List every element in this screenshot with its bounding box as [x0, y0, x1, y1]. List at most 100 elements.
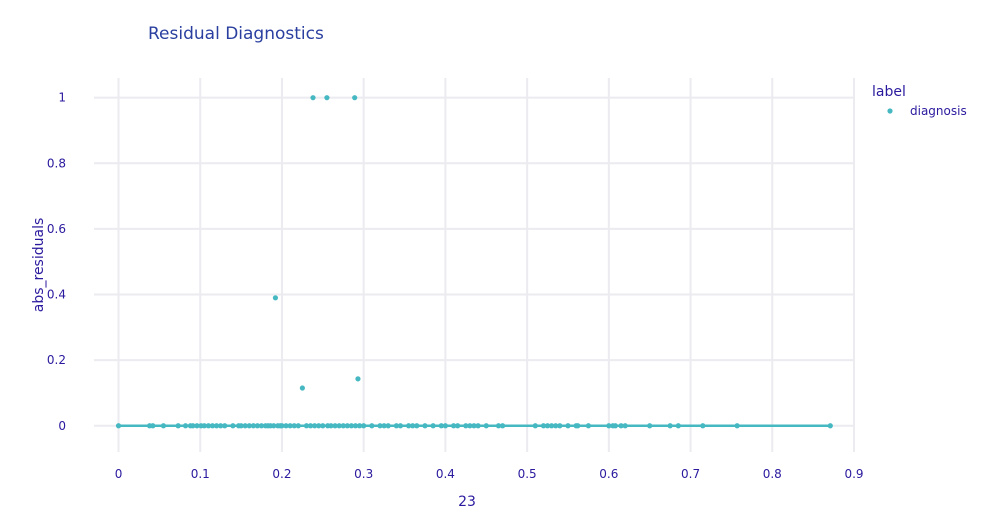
scatter-point[interactable]	[467, 423, 473, 429]
scatter-point[interactable]	[307, 423, 314, 429]
scatter-point[interactable]	[393, 423, 399, 429]
scatter-point[interactable]	[160, 423, 167, 429]
scatter-point[interactable]	[242, 423, 248, 429]
scatter-point[interactable]	[675, 423, 681, 429]
scatter-point[interactable]	[410, 423, 416, 429]
scatter-point[interactable]	[369, 423, 375, 429]
scatter-point[interactable]	[310, 95, 316, 101]
scatter-point[interactable]	[471, 423, 477, 429]
scatter-point[interactable]	[320, 423, 326, 429]
scatter-point[interactable]	[332, 423, 338, 429]
scatter-point[interactable]	[328, 423, 334, 429]
legend-item-diagnosis[interactable]: diagnosis	[887, 104, 967, 118]
scatter-point[interactable]	[209, 423, 216, 429]
scatter-point[interactable]	[463, 423, 469, 429]
x-tick-label: 0.2	[272, 467, 291, 481]
scatter-point[interactable]	[287, 423, 293, 429]
scatter-point[interactable]	[299, 385, 305, 391]
scatter-point[interactable]	[549, 423, 555, 429]
scatter-point[interactable]	[201, 423, 207, 429]
scatter-point[interactable]	[438, 423, 444, 429]
scatter-point[interactable]	[475, 423, 481, 429]
scatter-point[interactable]	[557, 423, 563, 429]
scatter-point[interactable]	[230, 423, 236, 429]
scatter-point[interactable]	[667, 423, 673, 429]
scatter-point[interactable]	[406, 423, 412, 429]
grid-lines	[94, 78, 855, 452]
chart-title: Residual Diagnostics	[148, 24, 324, 44]
scatter-point[interactable]	[381, 423, 387, 429]
scatter-point[interactable]	[827, 423, 833, 429]
x-tick-label: 0.1	[191, 467, 210, 481]
x-tick-label: 0	[115, 467, 123, 481]
scatter-point[interactable]	[414, 423, 420, 429]
scatter-point[interactable]	[182, 423, 189, 429]
scatter-point[interactable]	[336, 423, 342, 429]
scatter-point[interactable]	[295, 423, 301, 429]
scatter-point[interactable]	[344, 423, 350, 429]
scatter-point[interactable]	[340, 423, 346, 429]
scatter-point[interactable]	[279, 423, 285, 429]
scatter-point[interactable]	[194, 423, 200, 429]
scatter-point[interactable]	[442, 423, 448, 429]
scatter-point[interactable]	[553, 423, 559, 429]
scatter-point[interactable]	[283, 423, 289, 429]
scatter-point[interactable]	[348, 423, 355, 429]
scatter-point[interactable]	[700, 423, 706, 429]
scatter-point[interactable]	[355, 376, 361, 382]
scatter-point[interactable]	[291, 423, 297, 429]
scatter-point[interactable]	[352, 95, 358, 101]
scatter-point[interactable]	[324, 95, 330, 101]
scatter-point[interactable]	[565, 423, 571, 429]
scatter-point[interactable]	[175, 423, 181, 429]
scatter-point[interactable]	[455, 423, 461, 429]
scatter-point[interactable]	[612, 423, 618, 429]
scatter-point[interactable]	[246, 423, 252, 429]
scatter-point[interactable]	[422, 423, 428, 429]
scatter-point[interactable]	[258, 423, 265, 429]
x-tick-label: 0.9	[844, 467, 863, 481]
scatter-point[interactable]	[618, 423, 624, 429]
x-tick-label: 0.8	[763, 467, 782, 481]
y-tick-label: 0.8	[47, 156, 66, 170]
scatter-point[interactable]	[190, 423, 196, 429]
scatter-point[interactable]	[575, 423, 581, 429]
scatter-point[interactable]	[254, 423, 261, 429]
scatter-point[interactable]	[483, 423, 489, 429]
scatter-point[interactable]	[205, 423, 212, 429]
y-tick-labels: 0 0.2 0.4 0.6 0.8 1	[47, 91, 66, 433]
scatter-point[interactable]	[303, 423, 310, 429]
scatter-point[interactable]	[361, 423, 367, 429]
scatter-point[interactable]	[352, 423, 359, 429]
scatter-point[interactable]	[356, 423, 363, 429]
scatter-point[interactable]	[540, 423, 547, 429]
scatter-point[interactable]	[272, 295, 279, 301]
scatter-point[interactable]	[250, 423, 256, 429]
scatter-point[interactable]	[238, 423, 244, 429]
legend-title: label	[872, 84, 906, 100]
scatter-point[interactable]	[377, 423, 383, 429]
scatter-point[interactable]	[397, 423, 404, 429]
scatter-point[interactable]	[585, 423, 592, 429]
scatter-point[interactable]	[495, 423, 502, 429]
scatter-point[interactable]	[115, 423, 122, 429]
x-tick-label: 0.6	[599, 467, 618, 481]
scatter-point[interactable]	[734, 423, 740, 429]
scatter-point[interactable]	[271, 423, 277, 429]
scatter-point[interactable]	[622, 423, 628, 429]
scatter-point[interactable]	[606, 423, 612, 429]
scatter-point[interactable]	[500, 423, 506, 429]
scatter-point[interactable]	[430, 423, 436, 429]
scatter-point[interactable]	[450, 423, 457, 429]
scatter-point[interactable]	[213, 423, 220, 429]
scatter-point[interactable]	[316, 423, 322, 429]
scatter-point[interactable]	[218, 423, 224, 429]
scatter-point[interactable]	[312, 423, 318, 429]
scatter-point[interactable]	[150, 423, 156, 429]
scatter-point[interactable]	[222, 423, 228, 429]
scatter-point[interactable]	[532, 423, 538, 429]
x-tick-label: 0.4	[436, 467, 455, 481]
scatter-point[interactable]	[385, 423, 391, 429]
scatter-point[interactable]	[544, 423, 551, 429]
scatter-point[interactable]	[647, 423, 653, 429]
